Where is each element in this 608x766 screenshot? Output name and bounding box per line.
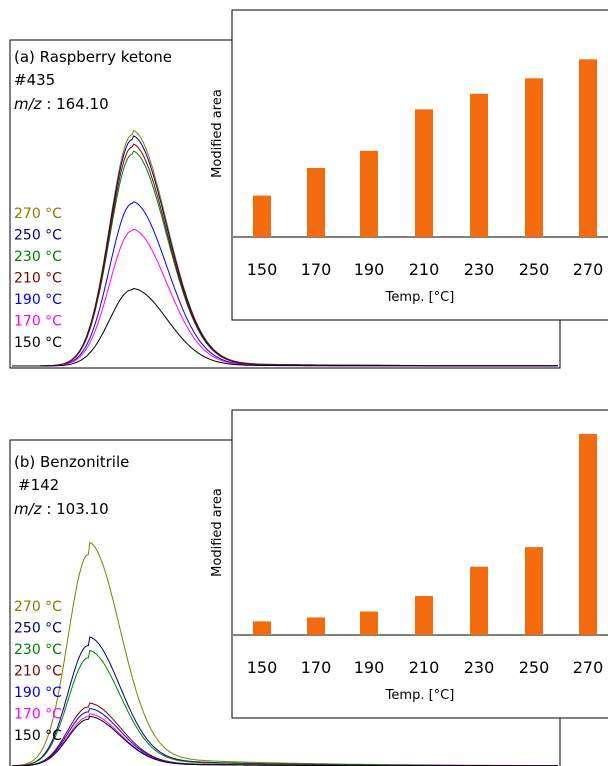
x-tick-label: 250 — [519, 658, 550, 677]
legend-entry: 210 °C — [14, 271, 62, 287]
bar-150 — [253, 621, 271, 635]
x-tick-label: 230 — [464, 260, 495, 279]
bar-230 — [470, 93, 488, 237]
panel-a: (a) Raspberry ketone #435 m/z : 164.10 2… — [9, 9, 608, 369]
legend-b: 270 °C 250 °C 230 °C 210 °C 190 °C 170 °C 150 … — [14, 599, 62, 744]
bar-250 — [525, 547, 543, 635]
bar-210 — [415, 595, 433, 635]
legend-entry: 270 °C — [14, 599, 62, 615]
legend-entry: 230 °C — [14, 642, 62, 658]
x-tick-label: 270 — [573, 260, 604, 279]
y-axis-label: Modified area — [210, 89, 225, 178]
mz-label: m/z — [14, 500, 43, 518]
trace-150c — [12, 288, 558, 367]
bar-190 — [360, 150, 378, 237]
chromatogram-traces-a — [12, 129, 558, 367]
legend-entry: 270 °C — [14, 206, 62, 222]
legend-entry: 150 °C — [14, 728, 62, 744]
legend-entry: 250 °C — [14, 621, 62, 637]
bar-170 — [307, 168, 325, 237]
bar-170 — [307, 617, 325, 635]
x-tick-label: 270 — [573, 658, 604, 677]
panel-b-mz: m/z : 103.10 — [14, 500, 109, 518]
panel-b: (b) Benzonitrile #142 m/z : 103.10 270 °… — [9, 409, 608, 766]
bar-150 — [253, 195, 271, 237]
legend-entry: 150 °C — [14, 335, 62, 351]
panel-a-id: #435 — [14, 71, 55, 89]
bar-250 — [525, 78, 543, 237]
x-tick-label: 230 — [464, 658, 495, 677]
bar-270 — [579, 433, 597, 635]
legend-entry: 190 °C — [14, 292, 62, 308]
bar-190 — [360, 611, 378, 635]
bar-270 — [579, 59, 597, 238]
x-tick-label: 190 — [354, 260, 385, 279]
x-tick-label: 150 — [247, 658, 278, 677]
mz-label: m/z — [14, 95, 43, 113]
inset-frame-b — [231, 409, 608, 719]
x-axis-label: Temp. [°C] — [385, 290, 455, 305]
legend-entry: 210 °C — [14, 664, 62, 680]
x-tick-label: 250 — [519, 260, 550, 279]
legend-entry: 190 °C — [14, 685, 62, 701]
x-tick-label: 190 — [354, 658, 385, 677]
panel-b-id: #142 — [18, 476, 59, 494]
mz-value: : 164.10 — [42, 95, 109, 113]
mz-value: : 103.10 — [42, 500, 109, 518]
panel-a-title: (a) Raspberry ketone — [14, 48, 172, 66]
x-tick-label: 170 — [301, 658, 332, 677]
legend-entry: 170 °C — [14, 314, 62, 330]
x-tick-label: 210 — [409, 658, 440, 677]
panel-b-title: (b) Benzonitrile — [14, 453, 129, 471]
inset-chart-a: 150 170 190 210 230 250 270 Temp. [°C] Modified … — [210, 59, 608, 305]
legend-entry: 170 °C — [14, 707, 62, 723]
x-tick-label: 210 — [409, 260, 440, 279]
bar-210 — [415, 109, 433, 237]
bar-230 — [470, 566, 488, 635]
legend-entry: 230 °C — [14, 249, 62, 265]
y-axis-label: Modified area — [210, 488, 225, 577]
x-tick-label: 150 — [247, 260, 278, 279]
x-axis-label: Temp. [°C] — [385, 688, 455, 703]
legend-a: 270 °C 250 °C 230 °C 210 °C 190 °C 170 °C 150 … — [14, 206, 62, 351]
x-tick-label: 170 — [301, 260, 332, 279]
inset-chart-b: 150 170 190 210 230 250 270 Temp. [°C] Modified … — [210, 433, 608, 703]
legend-entry: 250 °C — [14, 228, 62, 244]
panel-a-mz: m/z : 164.10 — [14, 95, 109, 113]
